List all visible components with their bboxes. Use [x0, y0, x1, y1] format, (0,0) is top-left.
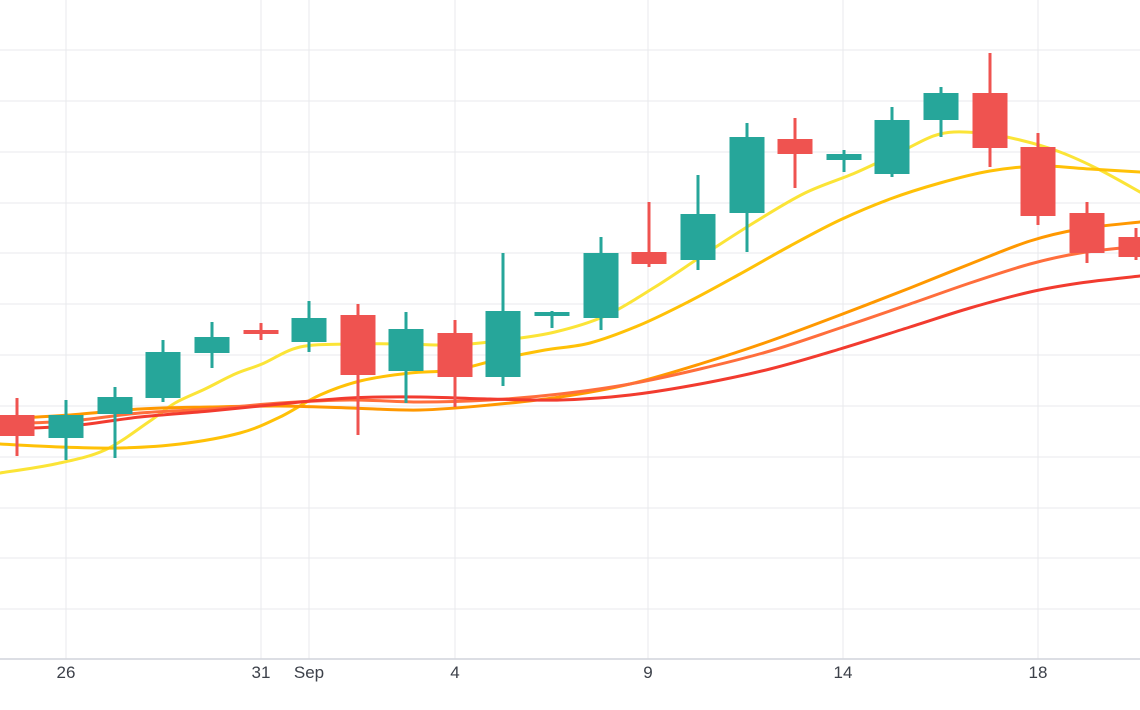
candle-down: [243, 323, 279, 340]
candle-body: [534, 312, 570, 316]
candle-wick: [113, 387, 117, 458]
x-axis-label-9: 9: [643, 663, 653, 682]
ma-deep-orange-line: [0, 244, 1140, 426]
candle-body: [923, 93, 959, 120]
candle-down: [631, 202, 667, 267]
candle-body: [1020, 147, 1056, 216]
ma-amber-line: [0, 164, 1140, 450]
ma-orange-line: [0, 220, 1140, 421]
candle-up: [826, 150, 862, 172]
candle-body: [97, 397, 133, 414]
candle-body: [777, 139, 813, 154]
candle-body: [1069, 213, 1105, 253]
price-chart-plot[interactable]: [0, 0, 1140, 660]
candle-up: [145, 340, 181, 402]
time-axis[interactable]: 26 31 Sep 4 9 14 18: [0, 660, 1140, 710]
candle-body: [0, 415, 35, 436]
candle-down: [1069, 202, 1105, 263]
candle-up: [388, 312, 424, 403]
candle-down: [340, 304, 376, 435]
candle-body: [388, 329, 424, 371]
candle-up: [729, 123, 765, 252]
candle-body: [972, 93, 1008, 148]
candle-body: [874, 120, 910, 174]
candle-wick: [647, 202, 651, 267]
candle-down: [1118, 228, 1140, 260]
moving-average-layer: [0, 130, 1140, 475]
candle-body: [145, 352, 181, 398]
candle-body: [583, 253, 619, 318]
x-axis-label-4: 4: [450, 663, 460, 682]
x-axis-label-14: 14: [833, 663, 853, 682]
candle-wick: [842, 150, 846, 172]
candle-body: [243, 330, 279, 334]
candle-body: [437, 333, 473, 377]
candle-wick: [550, 311, 554, 328]
candle-body: [631, 252, 667, 264]
candle-body: [291, 318, 327, 342]
candle-up: [923, 87, 959, 137]
ma-red-line: [0, 274, 1140, 431]
candle-down: [777, 118, 813, 188]
candle-down: [0, 398, 35, 456]
candle-body: [194, 337, 230, 353]
candle-up: [534, 311, 570, 328]
ma-yellow-line: [0, 130, 1140, 475]
candle-body: [48, 415, 84, 438]
candle-body: [340, 315, 376, 375]
candle-body: [729, 137, 765, 213]
candle-up: [485, 253, 521, 386]
x-axis-label-18: 18: [1028, 663, 1048, 682]
candle-up: [291, 301, 327, 352]
candle-body: [680, 214, 716, 260]
candle-body: [1118, 237, 1140, 257]
candle-down: [1020, 133, 1056, 225]
candle-body: [485, 311, 521, 377]
candle-up: [680, 175, 716, 270]
candle-down: [437, 320, 473, 407]
candle-body: [826, 154, 862, 160]
x-axis-label-26: 26: [56, 663, 76, 682]
candle-up: [874, 107, 910, 177]
candle-layer: [0, 53, 1140, 460]
x-axis-label-sep: Sep: [293, 663, 325, 682]
candle-up: [583, 237, 619, 330]
candle-up: [194, 322, 230, 368]
candle-up: [48, 400, 84, 460]
candle-down: [972, 53, 1008, 167]
x-axis-label-31: 31: [251, 663, 271, 682]
candle-up: [97, 387, 133, 458]
